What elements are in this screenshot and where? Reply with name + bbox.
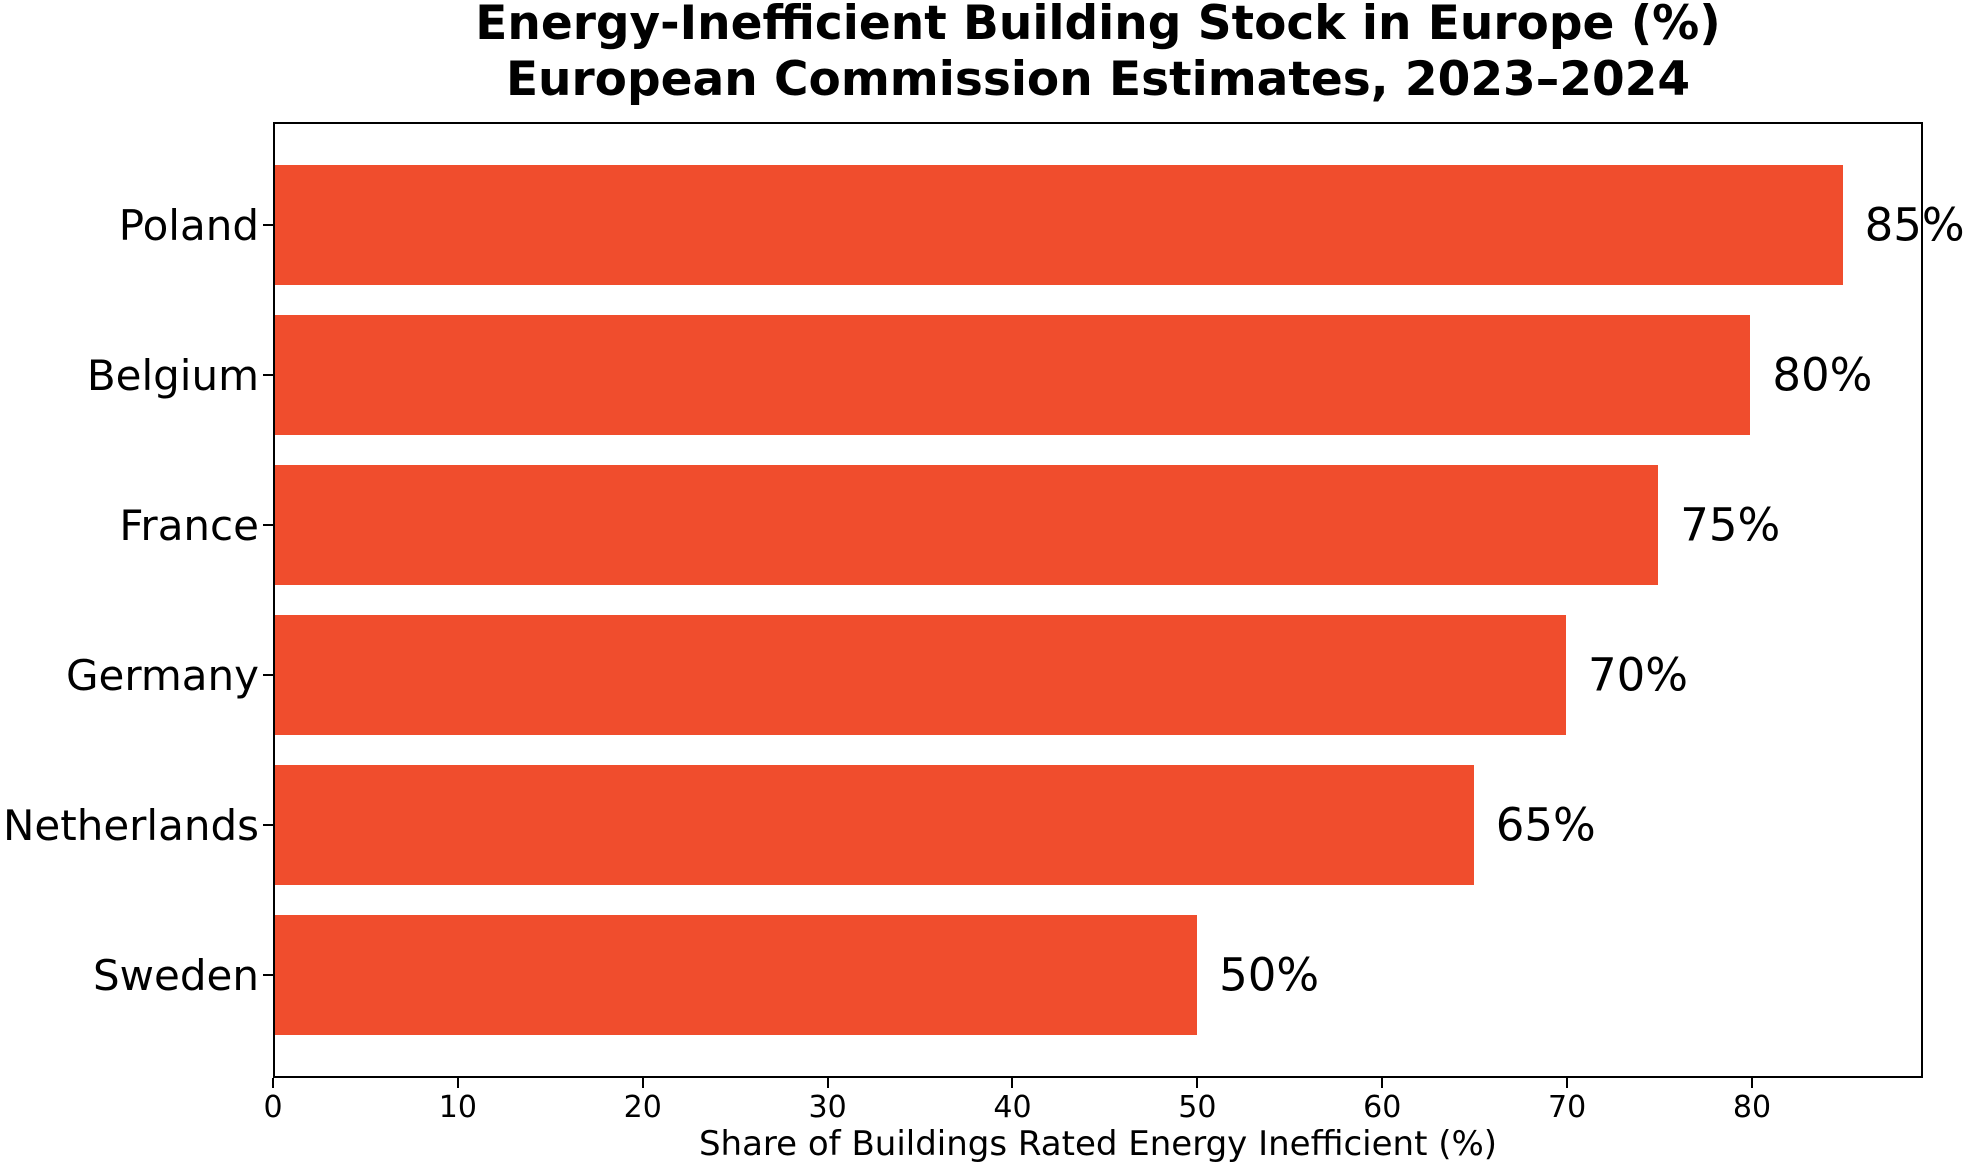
bar-france [275,465,1659,585]
x-tick-80 [1750,1078,1753,1088]
bar-value-label-netherlands: 65% [1495,798,1596,852]
x-tick-label-80: 80 [1732,1090,1772,1125]
y-tick-slot-belgium [263,315,273,435]
y-tick-slot-sweden [263,915,273,1035]
x-tick-label-30: 30 [808,1090,847,1125]
x-tick-label-10: 10 [438,1090,477,1125]
x-tick-label-70: 70 [1548,1090,1587,1125]
bar-poland [275,165,1843,285]
y-axis-labels: Poland Belgium France Germany Netherlands Swe… [0,122,259,1078]
y-axis-label-sweden: Sweden [93,950,259,1000]
bar-value-label-germany: 70% [1587,648,1688,702]
y-tick [263,824,273,826]
bar-value-label-sweden: 50% [1219,948,1320,1002]
bar-sweden [275,915,1198,1035]
bar-row-poland: 85% [275,165,1964,285]
bar-value-label-belgium: 80% [1772,348,1873,402]
y-tick-slot-france [263,465,273,585]
x-tick-40 [1011,1078,1014,1088]
chart-title: Energy-Inefficient Building Stock in Eur… [273,0,1923,108]
y-axis-label-poland: Poland [118,200,259,250]
y-axis-label-netherlands: Netherlands [2,800,259,850]
y-axis-label-germany: Germany [65,650,259,700]
x-axis-title: Share of Buildings Rated Energy Ineffici… [698,1124,1498,1164]
y-tick [263,674,273,676]
x-axis-ticks [272,1078,1923,1088]
y-tick [263,524,273,526]
y-tick [263,224,273,226]
bar-row-germany: 70% [275,615,1921,735]
x-tick-labels: 0 10 20 30 40 50 60 70 80 [263,1090,1923,1128]
x-tick-label-20: 20 [623,1090,662,1125]
x-tick-70 [1566,1078,1569,1088]
bar-belgium [275,315,1751,435]
x-tick-label-0: 0 [263,1090,283,1125]
y-tick [263,974,273,976]
y-tick-slot-poland [263,165,273,285]
x-tick-20 [641,1078,644,1088]
chart-title-line1: Energy-Inefficient Building Stock in Eur… [475,0,1721,51]
plot-area: 85% 80% 75% 70% 65% 50% [273,122,1964,1078]
y-axis-label-france: France [119,500,259,550]
x-tick-label-40: 40 [993,1090,1032,1125]
x-tick-30 [826,1078,829,1088]
y-axis-label-belgium: Belgium [86,350,259,400]
x-tick-60 [1381,1078,1384,1088]
chart-title-line2: European Commission Estimates, 2023–2024 [505,52,1691,107]
bar-value-label-france: 75% [1680,498,1781,552]
y-tick-slot-netherlands [263,765,273,885]
bar-row-sweden: 50% [275,915,1921,1035]
bar-value-label-poland: 85% [1864,198,1964,252]
y-axis-ticks [263,122,273,1078]
x-tick-label-60: 60 [1363,1090,1402,1125]
x-tick-0 [272,1078,274,1088]
bar-germany [275,615,1566,735]
x-tick-10 [456,1078,459,1088]
bar-netherlands [275,765,1474,885]
x-tick-label-50: 50 [1178,1090,1217,1125]
y-tick-slot-germany [263,615,273,735]
x-tick-50 [1196,1078,1199,1088]
bar-row-france: 75% [275,465,1921,585]
y-tick [263,374,273,376]
bar-row-netherlands: 65% [275,765,1921,885]
bar-row-belgium: 80% [275,315,1921,435]
